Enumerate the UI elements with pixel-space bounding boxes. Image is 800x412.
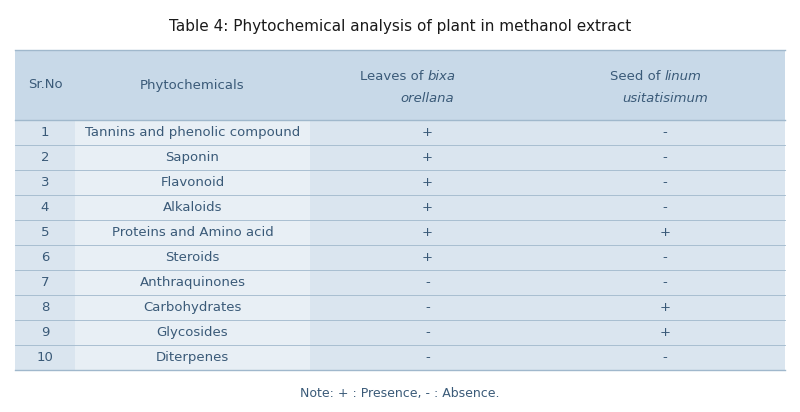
- Text: 5: 5: [41, 226, 50, 239]
- Text: +: +: [422, 226, 433, 239]
- Text: usitatisimum: usitatisimum: [622, 93, 708, 105]
- Text: linum: linum: [665, 70, 702, 83]
- Text: 7: 7: [41, 276, 50, 289]
- Text: -: -: [662, 176, 667, 189]
- Text: -: -: [662, 276, 667, 289]
- Text: +: +: [422, 176, 433, 189]
- Text: Alkaloids: Alkaloids: [162, 201, 222, 214]
- Text: Seed of: Seed of: [610, 70, 665, 83]
- Text: Glycosides: Glycosides: [157, 326, 228, 339]
- Text: bixa: bixa: [427, 70, 455, 83]
- Text: -: -: [425, 276, 430, 289]
- Text: +: +: [422, 251, 433, 264]
- Text: Tannins and phenolic compound: Tannins and phenolic compound: [85, 126, 300, 139]
- Text: +: +: [422, 201, 433, 214]
- Text: -: -: [662, 126, 667, 139]
- Text: +: +: [422, 151, 433, 164]
- Text: Anthraquinones: Anthraquinones: [139, 276, 246, 289]
- Text: Note: + : Presence, - : Absence.: Note: + : Presence, - : Absence.: [300, 386, 500, 400]
- Text: 3: 3: [41, 176, 50, 189]
- Text: Carbohydrates: Carbohydrates: [143, 301, 242, 314]
- Text: Sr.No: Sr.No: [28, 79, 62, 91]
- Text: -: -: [425, 351, 430, 364]
- Text: Leaves of: Leaves of: [360, 70, 427, 83]
- Text: Steroids: Steroids: [166, 251, 220, 264]
- Text: +: +: [422, 126, 433, 139]
- Text: 4: 4: [41, 201, 49, 214]
- Text: -: -: [662, 201, 667, 214]
- Text: +: +: [659, 301, 670, 314]
- Text: -: -: [662, 351, 667, 364]
- Text: 2: 2: [41, 151, 50, 164]
- Text: Phytochemicals: Phytochemicals: [140, 79, 245, 91]
- Text: orellana: orellana: [401, 93, 454, 105]
- Text: Proteins and Amino acid: Proteins and Amino acid: [112, 226, 274, 239]
- Text: -: -: [425, 301, 430, 314]
- Text: Flavonoid: Flavonoid: [160, 176, 225, 189]
- Text: +: +: [659, 326, 670, 339]
- Text: 10: 10: [37, 351, 54, 364]
- Text: 9: 9: [41, 326, 49, 339]
- Text: Table 4: Phytochemical analysis of plant in methanol extract: Table 4: Phytochemical analysis of plant…: [169, 19, 631, 35]
- Text: 8: 8: [41, 301, 49, 314]
- Text: -: -: [425, 326, 430, 339]
- Text: -: -: [662, 151, 667, 164]
- Text: 6: 6: [41, 251, 49, 264]
- Text: 1: 1: [41, 126, 50, 139]
- Text: Saponin: Saponin: [166, 151, 219, 164]
- Text: +: +: [659, 226, 670, 239]
- Text: Diterpenes: Diterpenes: [156, 351, 229, 364]
- Text: -: -: [662, 251, 667, 264]
